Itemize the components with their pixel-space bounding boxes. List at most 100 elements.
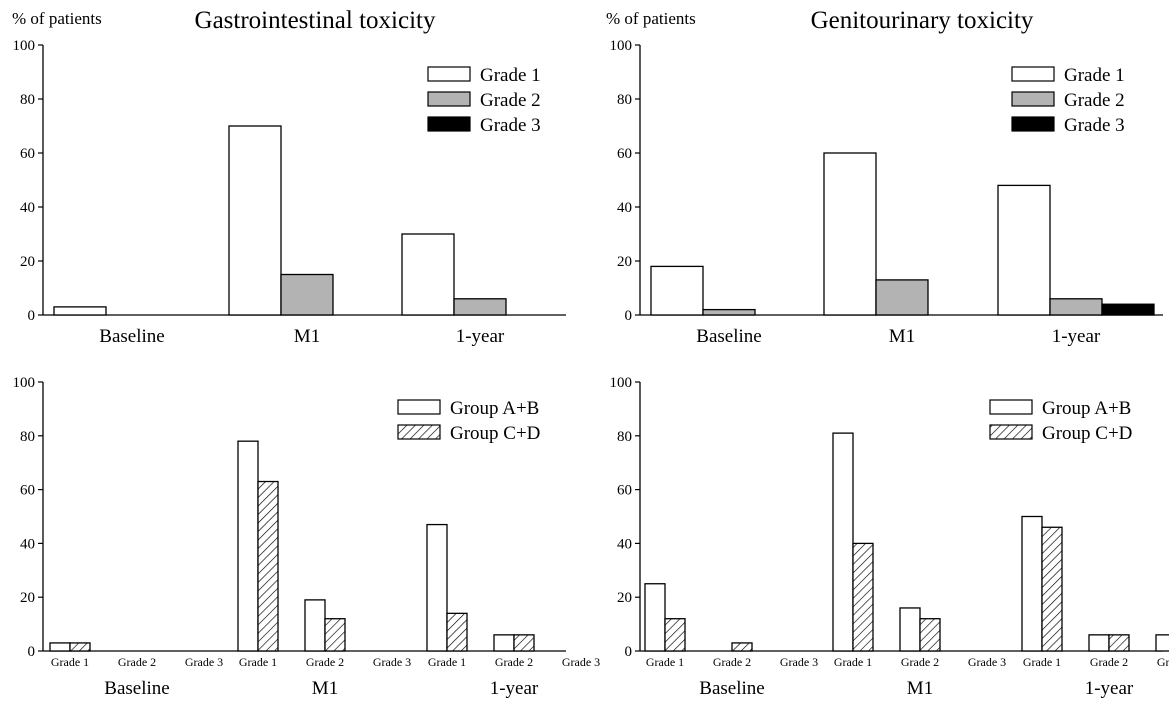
bar-group-a-b-1-year-grade-2 bbox=[1088, 634, 1110, 652]
subcategory-label-grade-2: Grade 2 bbox=[118, 655, 156, 669]
bar-group-a-b-m1-grade-2 bbox=[304, 599, 326, 652]
subcategory-label-grade-3: Grade 3 bbox=[562, 655, 600, 669]
subcategory-label-grade-2: Grade 2 bbox=[901, 655, 939, 669]
bar-grade-1-m1 bbox=[823, 152, 877, 316]
bar-group-a-b-1-year-grade-1 bbox=[1021, 515, 1043, 652]
y-tick-label: 0 bbox=[28, 644, 36, 660]
bar-group-c-d-1-year-grade-1 bbox=[1041, 526, 1063, 652]
legend-label-group-c-d: Group C+D bbox=[1042, 423, 1132, 444]
bar-group-a-b-1-year-grade-2 bbox=[493, 634, 515, 652]
legend: Grade 1 Grade 2 Grade 3 bbox=[1011, 65, 1125, 136]
category-label-baseline: Baseline bbox=[696, 326, 761, 347]
bar-group-a-b-baseline-grade-1 bbox=[644, 583, 666, 652]
legend-label-grade-2: Grade 2 bbox=[480, 90, 541, 111]
subcategory-label-grade-2: Grade 2 bbox=[495, 655, 533, 669]
category-label-m1: M1 bbox=[312, 678, 338, 699]
bar-group-c-d-baseline-grade-1 bbox=[664, 618, 686, 652]
chart-panel-1: 0 20 40 60 80 100 Gastrointestinal toxicity % o… bbox=[12, 7, 566, 347]
bar-group-c-d-m1-grade-2 bbox=[324, 618, 346, 652]
legend-swatch-grade-1 bbox=[1011, 66, 1055, 82]
subcategory-label-grade-3: Grade 3 bbox=[1157, 655, 1169, 669]
category-label-m1: M1 bbox=[889, 326, 915, 347]
legend: Group A+B Group C+D bbox=[397, 398, 540, 444]
subcategory-label-grade-1: Grade 1 bbox=[428, 655, 466, 669]
subcategory-label-grade-2: Grade 2 bbox=[306, 655, 344, 669]
y-tick-label: 80 bbox=[20, 429, 35, 445]
legend-swatch-grade-2 bbox=[427, 91, 471, 107]
legend-label-grade-2: Grade 2 bbox=[1064, 90, 1125, 111]
bar-group-a-b-m1-grade-1 bbox=[237, 440, 259, 652]
subcategory-label-grade-2: Grade 2 bbox=[713, 655, 751, 669]
legend-swatch-grade-1 bbox=[427, 66, 471, 82]
y-tick-label: 80 bbox=[20, 92, 35, 108]
bar-grade-2-1-year bbox=[453, 298, 507, 316]
y-tick-label: 0 bbox=[625, 308, 633, 324]
y-axis-title: % of patients bbox=[12, 9, 102, 28]
y-tick-label: 20 bbox=[20, 590, 35, 606]
subcategory-label-grade-3: Grade 3 bbox=[968, 655, 1006, 669]
subcategory-label-grade-3: Grade 3 bbox=[373, 655, 411, 669]
bar-group-c-d-baseline-grade-1 bbox=[69, 642, 91, 652]
y-tick-label: 100 bbox=[13, 38, 36, 54]
y-tick-label: 60 bbox=[20, 146, 35, 162]
legend: Grade 1 Grade 2 Grade 3 bbox=[427, 65, 541, 136]
y-axis-title: % of patients bbox=[606, 9, 696, 28]
legend-swatch-group-c-d bbox=[397, 424, 441, 440]
y-tick-label: 100 bbox=[610, 38, 633, 54]
category-label-m1: M1 bbox=[294, 326, 320, 347]
y-tick-label: 80 bbox=[617, 429, 632, 445]
category-label-1-year: 1-year bbox=[1052, 326, 1101, 347]
category-label-m1: M1 bbox=[907, 678, 933, 699]
bar-grade-1-m1 bbox=[228, 125, 282, 316]
legend-label-group-a-b: Group A+B bbox=[1042, 398, 1131, 419]
legend: Group A+B Group C+D bbox=[989, 398, 1132, 444]
subcategory-label-grade-3: Grade 3 bbox=[780, 655, 818, 669]
y-tick-label: 20 bbox=[617, 254, 632, 270]
y-tick-label: 20 bbox=[617, 590, 632, 606]
category-label-baseline: Baseline bbox=[699, 678, 764, 699]
bar-grade-1-baseline bbox=[53, 306, 107, 316]
legend-swatch-group-a-b bbox=[989, 399, 1033, 415]
y-tick-label: 100 bbox=[13, 375, 36, 391]
bar-group-c-d-1-year-grade-1 bbox=[446, 612, 468, 652]
y-tick-label: 40 bbox=[20, 200, 35, 216]
y-tick-label: 0 bbox=[625, 644, 633, 660]
legend-label-grade-3: Grade 3 bbox=[1064, 115, 1125, 136]
legend-label-grade-1: Grade 1 bbox=[480, 65, 541, 86]
bar-group-a-b-1-year-grade-1 bbox=[426, 523, 448, 652]
bar-grade-2-m1 bbox=[280, 273, 334, 316]
subcategory-label-grade-1: Grade 1 bbox=[51, 655, 89, 669]
bar-group-a-b-m1-grade-2 bbox=[899, 607, 921, 652]
bar-group-a-b-baseline-grade-1 bbox=[49, 642, 71, 652]
legend-label-grade-1: Grade 1 bbox=[1064, 65, 1125, 86]
bar-grade-1-1-year bbox=[401, 233, 455, 316]
legend-swatch-group-a-b bbox=[397, 399, 441, 415]
chart-title: Gastrointestinal toxicity bbox=[195, 7, 436, 34]
legend-swatch-grade-2 bbox=[1011, 91, 1055, 107]
category-label-baseline: Baseline bbox=[99, 326, 164, 347]
legend-swatch-group-c-d bbox=[989, 424, 1033, 440]
y-tick-label: 60 bbox=[617, 146, 632, 162]
subcategory-label-grade-3: Grade 3 bbox=[185, 655, 223, 669]
category-label-baseline: Baseline bbox=[104, 678, 169, 699]
y-tick-label: 40 bbox=[617, 200, 632, 216]
legend-swatch-grade-3 bbox=[427, 116, 471, 132]
subcategory-label-grade-2: Grade 2 bbox=[1090, 655, 1128, 669]
bar-group-c-d-1-year-grade-2 bbox=[513, 634, 535, 652]
chart-title: Genitourinary toxicity bbox=[811, 7, 1034, 34]
y-tick-label: 60 bbox=[617, 483, 632, 499]
bar-grade-1-1-year bbox=[997, 184, 1051, 316]
bar-grade-2-1-year bbox=[1049, 298, 1103, 316]
bar-group-c-d-1-year-grade-2 bbox=[1108, 634, 1130, 652]
legend-label-grade-3: Grade 3 bbox=[480, 115, 541, 136]
y-tick-label: 20 bbox=[20, 254, 35, 270]
bar-grade-3-1-year bbox=[1101, 303, 1155, 316]
y-tick-label: 40 bbox=[20, 536, 35, 552]
subcategory-label-grade-1: Grade 1 bbox=[646, 655, 684, 669]
subcategory-label-grade-1: Grade 1 bbox=[239, 655, 277, 669]
category-label-1-year: 1-year bbox=[456, 326, 505, 347]
legend-swatch-grade-3 bbox=[1011, 116, 1055, 132]
legend-label-group-c-d: Group C+D bbox=[450, 423, 540, 444]
chart-panel-4: 0 20 40 60 80 100 Grade 1 Grade 2 Grade 3 Baselin… bbox=[610, 375, 1169, 699]
